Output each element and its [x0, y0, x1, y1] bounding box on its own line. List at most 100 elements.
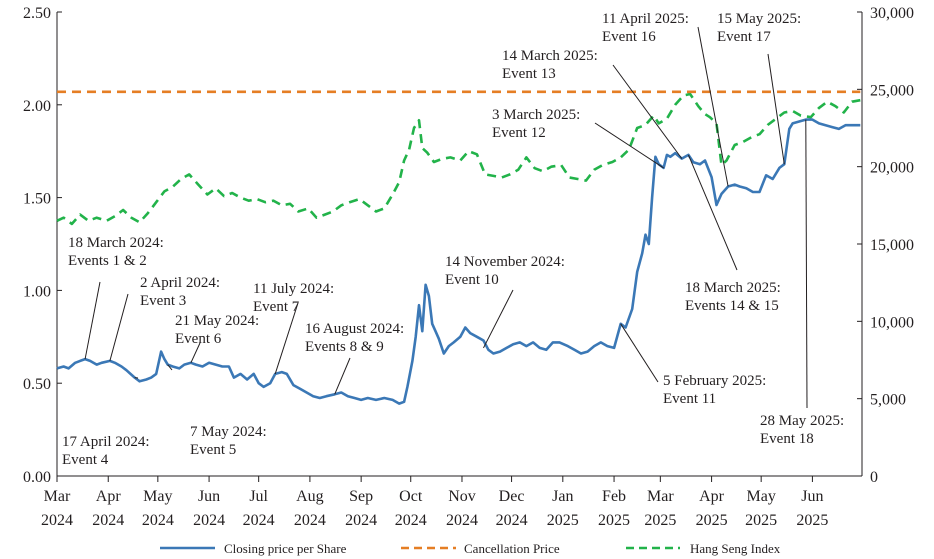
- x-tick-year-label: 2025: [598, 512, 630, 529]
- event-annotation: 17 April 2024: Event 4: [62, 377, 150, 468]
- right-tick-label: 30,000: [870, 5, 914, 22]
- event-annotation: 5 February 2025: Event 11: [620, 323, 766, 407]
- annotation-leader-line: [612, 64, 683, 159]
- annotation-text: Event 12: [492, 125, 546, 141]
- right-tick-label: 20,000: [870, 160, 914, 177]
- right-axis-ticks: 0 5,000 10,000 15,000 20,000 25,000 30,000: [857, 5, 914, 486]
- annotation-leader-line: [274, 302, 299, 375]
- x-tick-year-label: 2024: [446, 512, 478, 529]
- annotation-leader-line: [483, 289, 514, 349]
- annotation-text: 17 April 2024:: [62, 434, 150, 450]
- annotation-text: Event 10: [445, 272, 499, 288]
- left-tick-label: 0.50: [23, 376, 51, 393]
- x-tick-month-label: Oct: [399, 488, 423, 505]
- event-annotation: 11 July 2024: Event 7: [253, 281, 334, 375]
- x-tick-year-label: 2024: [243, 512, 275, 529]
- annotation-leader-line: [84, 281, 101, 360]
- right-tick-label: 5,000: [870, 392, 906, 409]
- legend: Closing price per Share Cancellation Pric…: [160, 541, 781, 556]
- x-tick-year-label: 2025: [644, 512, 676, 529]
- annotation-text: 7 May 2024:: [190, 424, 267, 440]
- left-axis-ticks: 0.00 0.50 1.00 1.50 2.00 2.50: [23, 5, 62, 486]
- series-line-closing-price-per-share: [56, 118, 861, 405]
- annotation-leader-line: [805, 119, 808, 409]
- x-tick-month-label: Jan: [552, 488, 573, 505]
- event-annotation: 11 April 2025: Event 16: [602, 11, 729, 187]
- legend-label: Cancellation Price: [464, 541, 560, 556]
- x-axis-ticks: Mar 2024 Apr 2024 May 2024 Jun 2024 Jul 2024 Aug 20…: [41, 476, 828, 529]
- legend-label: Hang Seng Index: [690, 541, 781, 556]
- annotation-text: Event 11: [663, 391, 716, 407]
- annotation-text: Events 8 & 9: [305, 339, 384, 355]
- x-tick-year-label: 2024: [193, 512, 225, 529]
- event-annotation: 14 March 2025: Event 13: [502, 48, 683, 159]
- x-tick-month-label: Apr: [699, 488, 725, 505]
- x-tick-year-label: 2024: [395, 512, 427, 529]
- x-tick-month-label: Jun: [198, 488, 220, 505]
- x-tick-year-label: 2025: [745, 512, 777, 529]
- annotation-leader-line: [190, 342, 201, 363]
- x-tick-month-label: Aug: [296, 488, 324, 505]
- x-tick-year-label: 2025: [696, 512, 728, 529]
- annotation-text: Event 4: [62, 452, 109, 468]
- series-line-hang-seng-index: [56, 92, 861, 226]
- annotation-leader-line: [767, 53, 785, 165]
- annotation-text: Event 18: [760, 431, 814, 447]
- legend-label: Closing price per Share: [224, 541, 347, 556]
- event-annotation: 21 May 2024: Event 6: [175, 313, 259, 363]
- annotation-leader-line: [109, 293, 129, 362]
- event-annotation: 28 May 2025: Event 18: [760, 119, 844, 447]
- annotation-text: 18 March 2025:: [685, 280, 781, 296]
- left-tick-label: 2.50: [23, 5, 51, 22]
- annotation-text: 21 May 2024:: [175, 313, 259, 329]
- x-tick-month-label: Nov: [448, 488, 476, 505]
- right-tick-label: 10,000: [870, 314, 914, 331]
- annotation-text: 16 August 2024:: [305, 321, 404, 337]
- x-tick-year-label: 2024: [92, 512, 124, 529]
- annotation-text: Event 6: [175, 331, 222, 347]
- legend-item: Cancellation Price: [401, 541, 560, 556]
- annotation-text: 14 March 2025:: [502, 48, 598, 64]
- annotation-text: 11 April 2025:: [602, 11, 689, 27]
- event-annotation: 15 May 2025: Event 17: [717, 11, 801, 165]
- x-tick-year-label: 2025: [796, 512, 828, 529]
- left-tick-label: 2.00: [23, 98, 51, 115]
- left-tick-label: 1.00: [23, 283, 51, 300]
- annotation-leader-line: [687, 154, 738, 271]
- left-tick-label: 1.50: [23, 191, 51, 208]
- annotation-leader-line: [334, 357, 351, 395]
- annotation-text: Event 13: [502, 66, 556, 82]
- legend-item: Hang Seng Index: [626, 541, 781, 556]
- annotation-text: 3 March 2025:: [492, 107, 580, 123]
- event-annotation: 18 March 2025: Events 14 & 15: [685, 154, 781, 314]
- x-tick-year-label: 2024: [496, 512, 528, 529]
- series-layer: [56, 90, 861, 405]
- annotation-text: Event 17: [717, 29, 771, 45]
- event-annotation: 7 May 2024: Event 5: [167, 364, 267, 458]
- x-tick-year-label: 2025: [547, 512, 579, 529]
- x-tick-year-label: 2024: [142, 512, 174, 529]
- annotation-text: 2 April 2024:: [140, 275, 220, 291]
- x-tick-month-label: Feb: [602, 488, 626, 505]
- annotation-text: Event 7: [253, 299, 300, 315]
- annotation-text: 14 November 2024:: [445, 254, 565, 270]
- annotation-text: 15 May 2025:: [717, 11, 801, 27]
- annotation-text: Event 5: [190, 442, 236, 458]
- annotation-text: Events 1 & 2: [68, 253, 147, 269]
- x-tick-month-label: Mar: [647, 488, 674, 505]
- event-annotation: 14 November 2024: Event 10: [445, 254, 565, 349]
- x-tick-month-label: Jul: [249, 488, 268, 505]
- x-tick-month-label: May: [143, 488, 172, 505]
- x-tick-year-label: 2024: [41, 512, 73, 529]
- event-annotation: 3 March 2025: Event 12: [492, 107, 664, 169]
- annotation-text: 5 February 2025:: [663, 373, 766, 389]
- x-tick-year-label: 2024: [294, 512, 326, 529]
- annotation-leader-line: [167, 364, 173, 371]
- annotation-text: 11 July 2024:: [253, 281, 334, 297]
- annotation-leader-line: [594, 122, 664, 169]
- x-tick-year-label: 2024: [345, 512, 377, 529]
- annotation-text: Event 16: [602, 29, 656, 45]
- event-annotation: 16 August 2024: Events 8 & 9: [305, 321, 404, 395]
- right-tick-label: 25,000: [870, 82, 914, 99]
